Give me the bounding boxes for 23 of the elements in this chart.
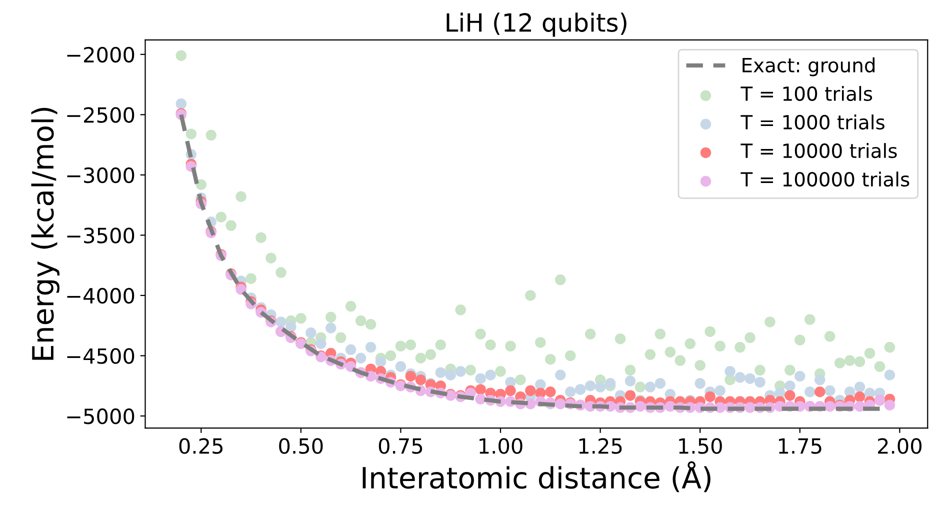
y-tick-label: −3000 <box>67 167 134 184</box>
legend-label: Exact: ground <box>742 57 874 76</box>
chart-title: LiH (12 qubits) <box>446 12 626 37</box>
legend-label: T = 1000 trials <box>740 114 884 130</box>
legend-label: T = 10000 trials <box>740 143 897 158</box>
legend-label: T = 100 trials <box>740 86 872 102</box>
y-tick-label: −4500 <box>67 348 134 364</box>
x-tick-label: 0.25 <box>179 438 222 454</box>
x-tick-label: 1.00 <box>480 438 522 454</box>
x-tick-label: 2.00 <box>878 438 922 454</box>
x-tick-label: 1.25 <box>579 438 622 454</box>
y-tick-label: −3500 <box>67 228 134 244</box>
x-tick-label: 1.50 <box>679 438 722 454</box>
y-axis-title: Energy (kcal/mol) <box>31 108 60 360</box>
y-tick-label: −5000 <box>67 408 134 424</box>
y-tick-label: −4000 <box>67 288 134 304</box>
x-tick-label: 1.75 <box>778 438 822 454</box>
x-axis-title: Interatomic distance (Å) <box>362 461 710 492</box>
x-tick-label: 0.50 <box>279 438 323 454</box>
legend-label: T = 100000 trials <box>740 172 910 187</box>
y-tick-label: −2000 <box>67 46 134 63</box>
x-tick-label: 0.75 <box>378 438 422 454</box>
y-tick-label: −2500 <box>67 107 134 123</box>
